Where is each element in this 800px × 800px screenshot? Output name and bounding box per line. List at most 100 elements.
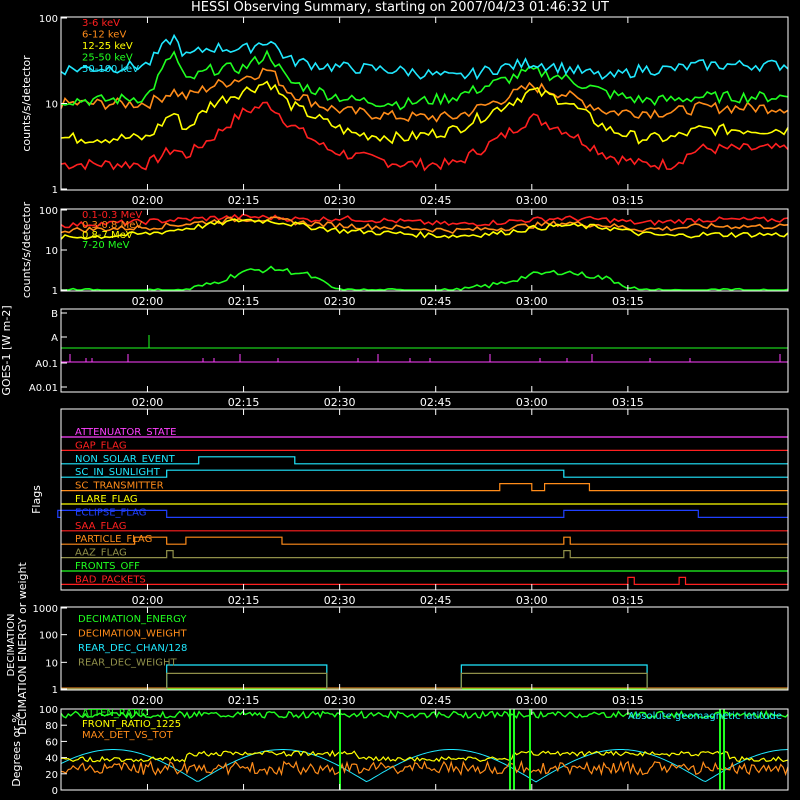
time-tick-label: 03:00 — [516, 694, 548, 707]
y-axis-label: DECIMATION ENERGY or weight — [16, 561, 29, 734]
time-tick-label: 02:30 — [324, 295, 356, 308]
time-tick-label: 02:00 — [132, 594, 164, 607]
time-tick-label: 02:00 — [132, 396, 164, 409]
flag-label: FLARE_FLAG — [75, 494, 138, 505]
legend-entry: DECIMATION_WEIGHT — [78, 629, 187, 640]
decimation-step-2 — [61, 664, 788, 690]
y-tick-label: 20 — [45, 770, 58, 781]
flag-line-9 — [61, 550, 788, 559]
legend-entry: FRONT_RATIO_1225 — [82, 719, 181, 730]
legend-entry: 6-12 keV — [82, 30, 126, 41]
time-tick-label: 03:15 — [612, 694, 644, 707]
y-tick-label: 10 — [45, 100, 58, 111]
time-tick-label: 02:45 — [420, 694, 452, 707]
flag-label: ECLIPSE_FLAG — [75, 507, 146, 518]
legend-entry: 0.1-0.3 MeV — [82, 210, 142, 221]
geomagnetic-annotation: Absolute geomagnetic latitude — [628, 711, 782, 722]
y-tick-label: B — [51, 309, 58, 320]
legend-entry: REAR_DEC_WEIGHT — [78, 658, 177, 669]
legend-entry: ATTEN_RATIO — [82, 708, 149, 719]
time-tick-label: 02:45 — [420, 295, 452, 308]
legend-entry: REAR_DEC_CHAN/128 — [78, 643, 187, 654]
series-line-0-3 — [60, 49, 789, 111]
y-axis-label: Degrees or % — [10, 712, 23, 786]
y-tick-label: 1 — [52, 286, 58, 297]
front-ratio-line — [60, 749, 789, 763]
flag-label: NON_SOLAR_EVENT — [75, 454, 176, 465]
y-tick-label: 1000 — [33, 604, 58, 615]
y-tick-label: 10 — [45, 246, 58, 257]
time-tick-label: 02:30 — [324, 396, 356, 409]
time-tick-label: 03:00 — [516, 594, 548, 607]
y-tick-label: A0.01 — [29, 383, 58, 394]
time-tick-label: 03:00 — [516, 194, 548, 207]
legend-entry: 25-50 keV — [82, 53, 133, 64]
time-tick-label: 02:15 — [228, 194, 260, 207]
legend-entry: 0.8-7 MeV — [82, 230, 133, 241]
time-tick-label: 02:45 — [420, 194, 452, 207]
flag-line-4 — [61, 483, 788, 492]
series-line-1-3 — [61, 265, 789, 291]
decimation-step-3 — [61, 672, 788, 690]
series-line-1-2 — [60, 218, 789, 240]
y-tick-label: 1 — [52, 685, 58, 696]
time-tick-label: 03:15 — [612, 396, 644, 409]
plot-text-layer: 02:00 02:15 02:30 02:45 03:00 03:15110100coun… — [0, 14, 782, 797]
flag-line-8 — [61, 536, 788, 545]
series-line-1-1 — [60, 216, 789, 235]
panel-frame-2 — [60, 308, 789, 393]
flag-line-2 — [61, 456, 788, 465]
time-tick-label: 02:00 — [132, 295, 164, 308]
time-tick-label: 02:00 — [132, 194, 164, 207]
legend-entry: 12-25 keV — [82, 41, 133, 52]
atten-ratio-line — [60, 709, 789, 720]
geomagnetic-latitude-line — [60, 749, 789, 783]
y-tick-label: 1 — [52, 185, 58, 196]
flag-line-6 — [57, 509, 788, 518]
time-tick-label: 02:00 — [132, 694, 164, 707]
y-tick-label: 100 — [39, 705, 58, 716]
legend-entry: 7-20 MeV — [82, 240, 130, 251]
time-tick-label: 02:15 — [228, 396, 260, 409]
time-tick-label: 02:45 — [420, 594, 452, 607]
y-axis-label-line1: DECIMATION — [6, 613, 17, 676]
y-tick-label: 0 — [52, 786, 58, 797]
time-tick-label: 03:15 — [612, 194, 644, 207]
panel-frame-1 — [60, 208, 789, 292]
time-tick-label: 02:15 — [228, 295, 260, 308]
page-title: HESSI Observing Summary, starting on 200… — [191, 0, 609, 15]
legend-entry: 0.3-0.8 MeV — [82, 220, 142, 231]
time-tick-label: 02:30 — [324, 194, 356, 207]
time-tick-label: 02:15 — [228, 694, 260, 707]
time-tick-label: 02:30 — [324, 594, 356, 607]
legend-entry: DECIMATION_ENERGY — [78, 614, 187, 625]
flag-label: PARTICLE_FLAG — [75, 534, 152, 545]
flag-line-11 — [61, 576, 788, 585]
y-axis-label: counts/s/detector — [20, 201, 33, 298]
time-tick-label: 03:00 — [516, 396, 548, 409]
time-tick-label: 03:00 — [516, 295, 548, 308]
y-tick-label: 100 — [39, 206, 58, 217]
flag-label: BAD_PACKETS — [75, 574, 146, 585]
series-line-0-4 — [60, 33, 789, 81]
legend-entry: 50-100 keV — [82, 64, 139, 75]
y-tick-label: 80 — [45, 721, 58, 732]
flag-label: AAZ_FLAG — [75, 548, 127, 559]
y-tick-label: 40 — [45, 754, 58, 765]
legend-entry: MAX_DET_VS_TOT — [82, 730, 174, 741]
series-line-0-0 — [60, 101, 789, 172]
y-axis-label: counts/s/detector — [20, 55, 33, 152]
y-tick-label: A0.1 — [35, 359, 58, 370]
panel-frame-5 — [60, 708, 789, 791]
flag-label: GAP_FLAG — [75, 440, 127, 451]
plot-data-layer — [57, 33, 789, 790]
panel-frame-4 — [60, 606, 789, 691]
plot-frames-layer — [60, 16, 789, 791]
max-det-line — [60, 759, 789, 777]
flag-line-3 — [61, 469, 788, 478]
time-tick-label: 02:30 — [324, 694, 356, 707]
flag-label: SC_IN_SUNLIGHT — [75, 467, 161, 478]
series-line-0-1 — [60, 67, 789, 123]
panel-frame-3 — [60, 408, 789, 591]
